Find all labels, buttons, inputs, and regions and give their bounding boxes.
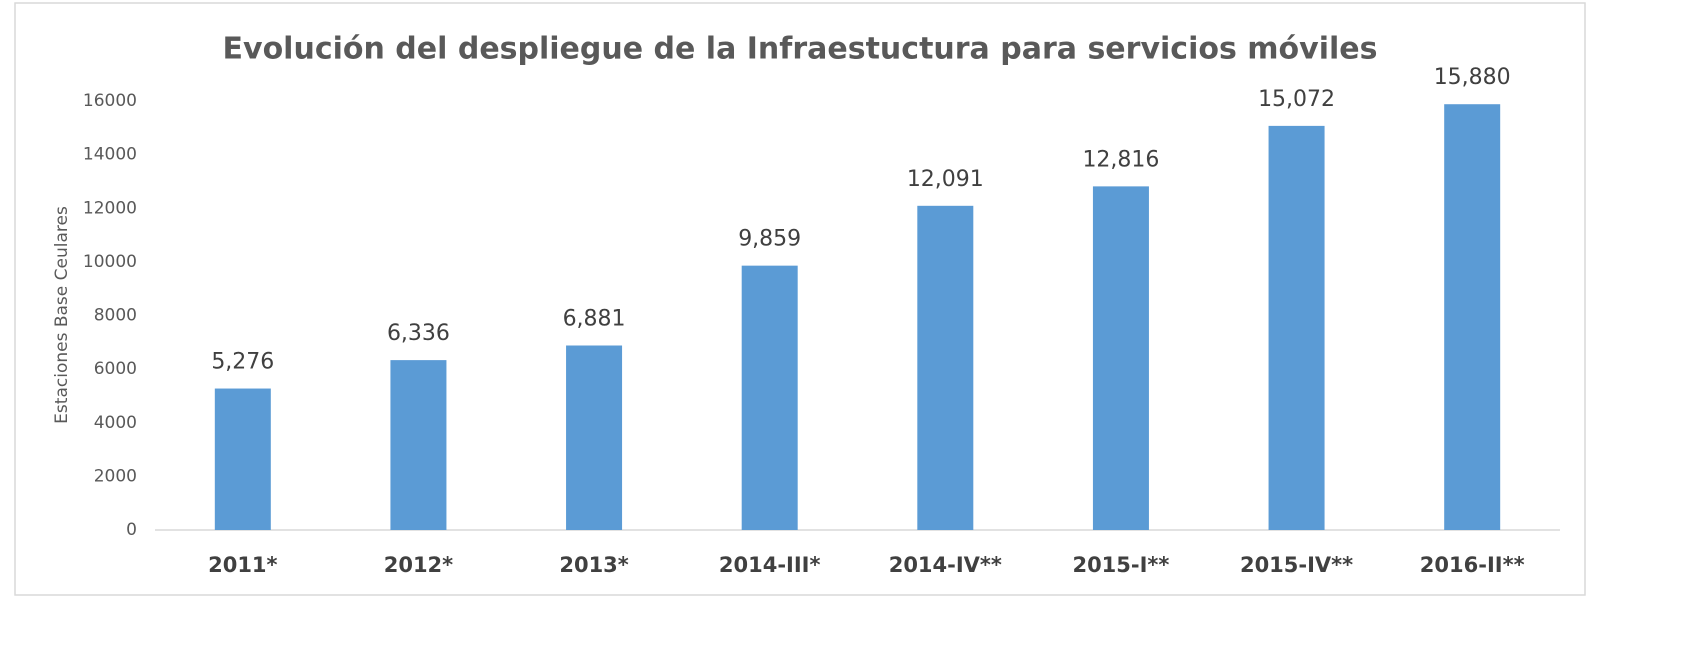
- bar: [214, 388, 271, 530]
- value-label: 12,091: [907, 167, 984, 192]
- bar: [566, 345, 623, 530]
- y-tick-label: 16000: [83, 91, 137, 111]
- y-tick-label: 0: [126, 520, 137, 540]
- x-tick-label: 2015-IV**: [1240, 553, 1353, 577]
- value-label: 15,072: [1258, 87, 1335, 112]
- x-tick-label: 2011*: [208, 553, 277, 577]
- bar: [917, 205, 974, 530]
- x-tick-label: 2012*: [384, 553, 453, 577]
- y-tick-label: 8000: [94, 306, 137, 326]
- x-tick-label: 2014-III*: [719, 553, 821, 577]
- y-axis-label: Estaciones Base Ceulares: [52, 206, 72, 424]
- x-tick-label: 2016-II**: [1420, 553, 1525, 577]
- y-tick-label: 2000: [94, 466, 137, 486]
- value-label: 6,881: [563, 307, 626, 332]
- value-label: 12,816: [1082, 147, 1159, 172]
- value-label: 5,276: [211, 350, 274, 375]
- bar: [1444, 104, 1501, 530]
- x-tick-label: 2014-IV**: [889, 553, 1002, 577]
- chart-title: Evolución del despliegue de la Infraestu…: [223, 32, 1378, 67]
- y-tick-label: 12000: [83, 198, 137, 218]
- bar: [1268, 125, 1325, 530]
- value-label: 15,880: [1434, 65, 1511, 90]
- value-label: 9,859: [738, 227, 801, 252]
- x-tick-label: 2015-I**: [1072, 553, 1169, 577]
- value-label: 6,336: [387, 321, 450, 346]
- bar: [741, 265, 798, 530]
- bar: [1092, 186, 1149, 530]
- y-tick-label: 6000: [94, 359, 137, 379]
- y-tick-label: 4000: [94, 413, 137, 433]
- y-tick-label: 14000: [83, 145, 137, 165]
- bar: [390, 360, 447, 530]
- x-tick-label: 2013*: [559, 553, 628, 577]
- y-tick-label: 10000: [83, 252, 137, 272]
